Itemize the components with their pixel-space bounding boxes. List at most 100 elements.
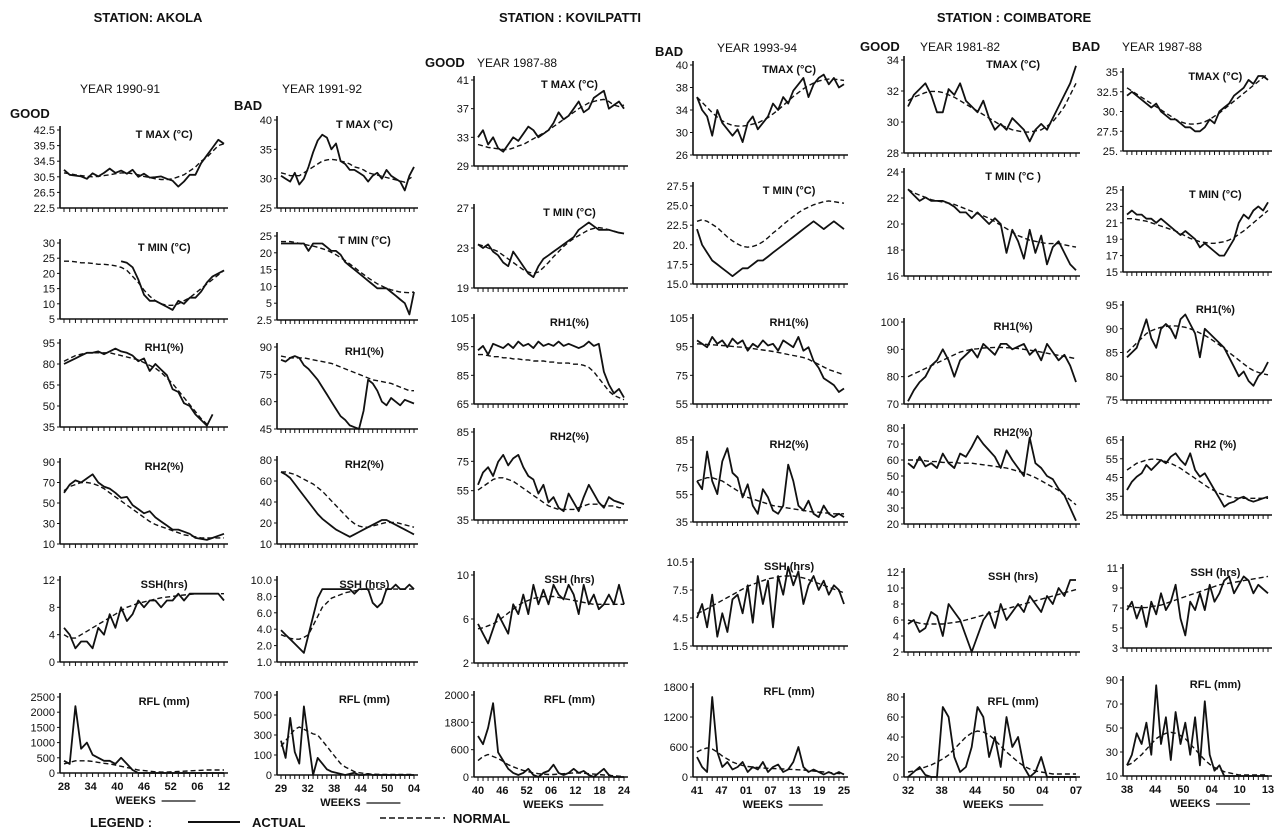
panel-title: RH2(%) xyxy=(994,427,1033,439)
y-tick-label: 2.0 xyxy=(257,641,272,653)
x-tick-label: 10 xyxy=(1234,784,1246,796)
normal-series-line xyxy=(697,79,844,126)
chart-panel: 41373329T MAX (°C) xyxy=(457,75,628,173)
y-tick-label: 700 xyxy=(254,690,272,702)
x-tick-label: 24 xyxy=(618,785,631,797)
chart-panel: 3532.530.27.525.TMAX (°C) xyxy=(1097,67,1272,158)
chart-panel: 42.5 39.5 34.5 30.5 26.5 22.5 T MAX (°C) xyxy=(34,125,228,215)
y-tick-label: 18 xyxy=(887,245,899,257)
y-tick-label: 10 xyxy=(887,583,899,595)
normal-series-line xyxy=(908,731,1076,774)
y-tick-label: 39.5 xyxy=(34,141,55,153)
actual-series-line xyxy=(908,436,1076,521)
y-tick-label: 7.5 xyxy=(673,585,688,597)
chart-panel: 25002000150010005000RFL (mm)28 34 40 46 52 06… xyxy=(31,692,231,807)
actual-series-line xyxy=(281,472,414,537)
chart-panel: 80 70 60 50 40 30 20 RH2(%) xyxy=(887,423,1080,531)
chart-panel: 806040200RFL (mm)32 38 44 50 04 07WEEKS xyxy=(887,692,1082,811)
y-tick-label: 10 xyxy=(43,299,55,311)
y-tick-label: 80 xyxy=(260,455,272,467)
y-tick-label: 34 xyxy=(676,105,688,117)
y-tick-label: 1500 xyxy=(31,722,55,734)
y-tick-label: 70 xyxy=(887,439,899,451)
y-tick-label: 10 xyxy=(260,539,272,551)
actual-series-line xyxy=(908,580,1076,652)
y-tick-label: 25 xyxy=(260,231,272,243)
y-tick-label: 100 xyxy=(254,750,272,762)
y-tick-label: 27.5 xyxy=(667,181,688,193)
actual-series-line xyxy=(697,337,844,392)
x-axis-label: WEEKS xyxy=(1170,798,1210,810)
normal-series-line xyxy=(478,99,624,149)
chart-panel: 2520151052.5T MIN (°C) xyxy=(257,231,418,327)
year-label: YEAR 1987-88 xyxy=(1122,40,1202,54)
panel-title: T MAX (°C) xyxy=(541,79,598,91)
actual-series-line xyxy=(908,344,1076,401)
station-title: STATION : COIMBATORE xyxy=(937,10,1092,25)
y-tick-label: 105 xyxy=(670,313,688,325)
panel-title: RH1(%) xyxy=(145,342,184,354)
y-tick-label: 4 xyxy=(893,631,899,643)
y-tick-label: 4.5 xyxy=(673,613,688,625)
normal-series-line xyxy=(281,159,414,182)
y-tick-label: 38 xyxy=(676,83,688,95)
chart-panel: 105958565RH1(%) xyxy=(451,313,628,411)
actual-series-line xyxy=(478,342,624,398)
normal-series-line xyxy=(64,261,224,305)
y-tick-label: 32.5 xyxy=(1097,87,1118,99)
x-tick-label: 44 xyxy=(969,785,982,797)
chart-panel: 85 75 55 35 RH2(%) xyxy=(676,435,848,529)
y-tick-label: 10 xyxy=(457,570,469,582)
x-tick-label: 40 xyxy=(111,781,123,793)
normal-series-line xyxy=(908,460,1076,505)
y-tick-label: 75 xyxy=(676,370,688,382)
x-tick-label: 19 xyxy=(813,785,825,797)
x-tick-label: 06 xyxy=(545,785,557,797)
y-tick-label: 2000 xyxy=(445,690,469,702)
y-tick-label: 8.0 xyxy=(257,591,272,603)
chart-panel: 6555453525RH2 (%) xyxy=(1106,435,1272,522)
chart-panel: 30252015105T MIN (°C) xyxy=(43,238,228,326)
x-axis-label: WEEKS xyxy=(320,797,360,809)
y-tick-label: 25. xyxy=(1103,146,1118,158)
y-tick-label: 30 xyxy=(43,519,55,531)
panel-title: RFL (mm) xyxy=(139,696,190,708)
legend-normal-label: NORMAL xyxy=(453,811,510,826)
x-tick-label: 38 xyxy=(328,783,340,795)
panel-title: T MAX (°C) xyxy=(136,129,193,141)
x-tick-label: 52 xyxy=(521,785,533,797)
y-tick-label: 30.5 xyxy=(34,172,55,184)
y-tick-label: 11 xyxy=(1107,563,1118,575)
y-tick-label: 6 xyxy=(463,614,469,626)
x-tick-label: 29 xyxy=(275,783,287,795)
y-tick-label: 15 xyxy=(260,265,272,277)
y-tick-label: 55 xyxy=(676,399,688,411)
y-tick-label: 40 xyxy=(260,115,272,127)
y-tick-label: 45 xyxy=(1106,473,1118,485)
chart-panel: 10.08.06.04.02.01.0SSH (hrs) xyxy=(251,575,418,669)
y-tick-label: 15 xyxy=(1106,267,1118,279)
chart-panel: 119753SSH (hrs) xyxy=(1107,563,1272,655)
x-tick-label: 50 xyxy=(1177,784,1189,796)
actual-series-line xyxy=(121,261,224,310)
y-tick-label: 40 xyxy=(676,60,688,72)
actual-series-line xyxy=(908,189,1076,270)
actual-series-line xyxy=(281,585,414,653)
panel-title: SSH (hrs) xyxy=(988,571,1038,583)
normal-series-line xyxy=(908,189,1076,247)
y-tick-label: 65 xyxy=(43,380,55,392)
y-tick-label: 28 xyxy=(887,148,899,160)
y-tick-label: 35 xyxy=(457,515,469,527)
y-tick-label: 27.5 xyxy=(1097,126,1118,138)
x-tick-label: 13 xyxy=(789,785,801,797)
actual-series-line xyxy=(64,349,213,426)
actual-series-line xyxy=(281,356,414,429)
y-tick-label: 0 xyxy=(49,768,55,780)
y-tick-label: 40 xyxy=(887,487,899,499)
y-tick-label: 22 xyxy=(887,193,899,205)
y-tick-label: 35 xyxy=(260,144,272,156)
x-tick-label: 40 xyxy=(472,785,484,797)
actual-series-line xyxy=(1127,453,1268,506)
panel-title: RH2(%) xyxy=(770,439,809,451)
y-tick-label: 0 xyxy=(682,772,688,784)
